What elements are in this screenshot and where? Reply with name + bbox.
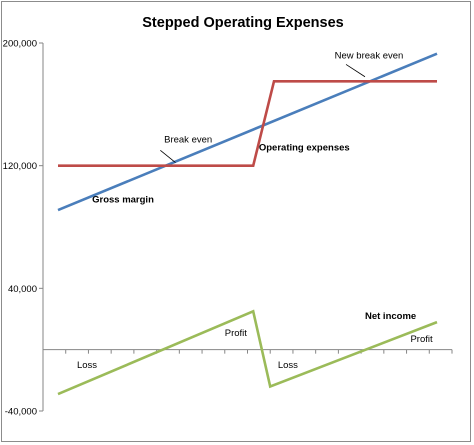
annotation-label: Profit <box>410 334 433 345</box>
y-tick-label: -40,000 <box>5 407 37 418</box>
leader-line <box>160 150 176 163</box>
annotations: Break even New break even Operating expens… <box>77 50 433 371</box>
y-tick-label: 200,000 <box>3 39 37 50</box>
annotation-label: Net income <box>365 311 416 322</box>
y-tick-label: 120,000 <box>3 161 37 172</box>
series-line-operating-expenses <box>58 80 437 167</box>
leader-line <box>345 64 366 78</box>
series-layer <box>57 52 438 396</box>
annotation-label: Loss <box>77 360 97 371</box>
y-tick-label: 40,000 <box>8 284 37 295</box>
chart-title: Stepped Operating Expenses <box>142 15 343 31</box>
y-tick-labels: 200,000 120,000 40,000 -40,000 <box>3 39 43 418</box>
annotation-label: Gross margin <box>92 194 154 205</box>
annotation-label: Loss <box>278 360 298 371</box>
axes <box>42 43 453 411</box>
annotation-label: Operating expenses <box>259 142 350 153</box>
series-line-gross-margin <box>57 52 438 212</box>
annotation-label: New break even <box>335 50 404 61</box>
annotation-label: Profit <box>225 328 248 339</box>
annotation-label: Break even <box>164 135 212 146</box>
series-line-net-income <box>57 309 438 396</box>
